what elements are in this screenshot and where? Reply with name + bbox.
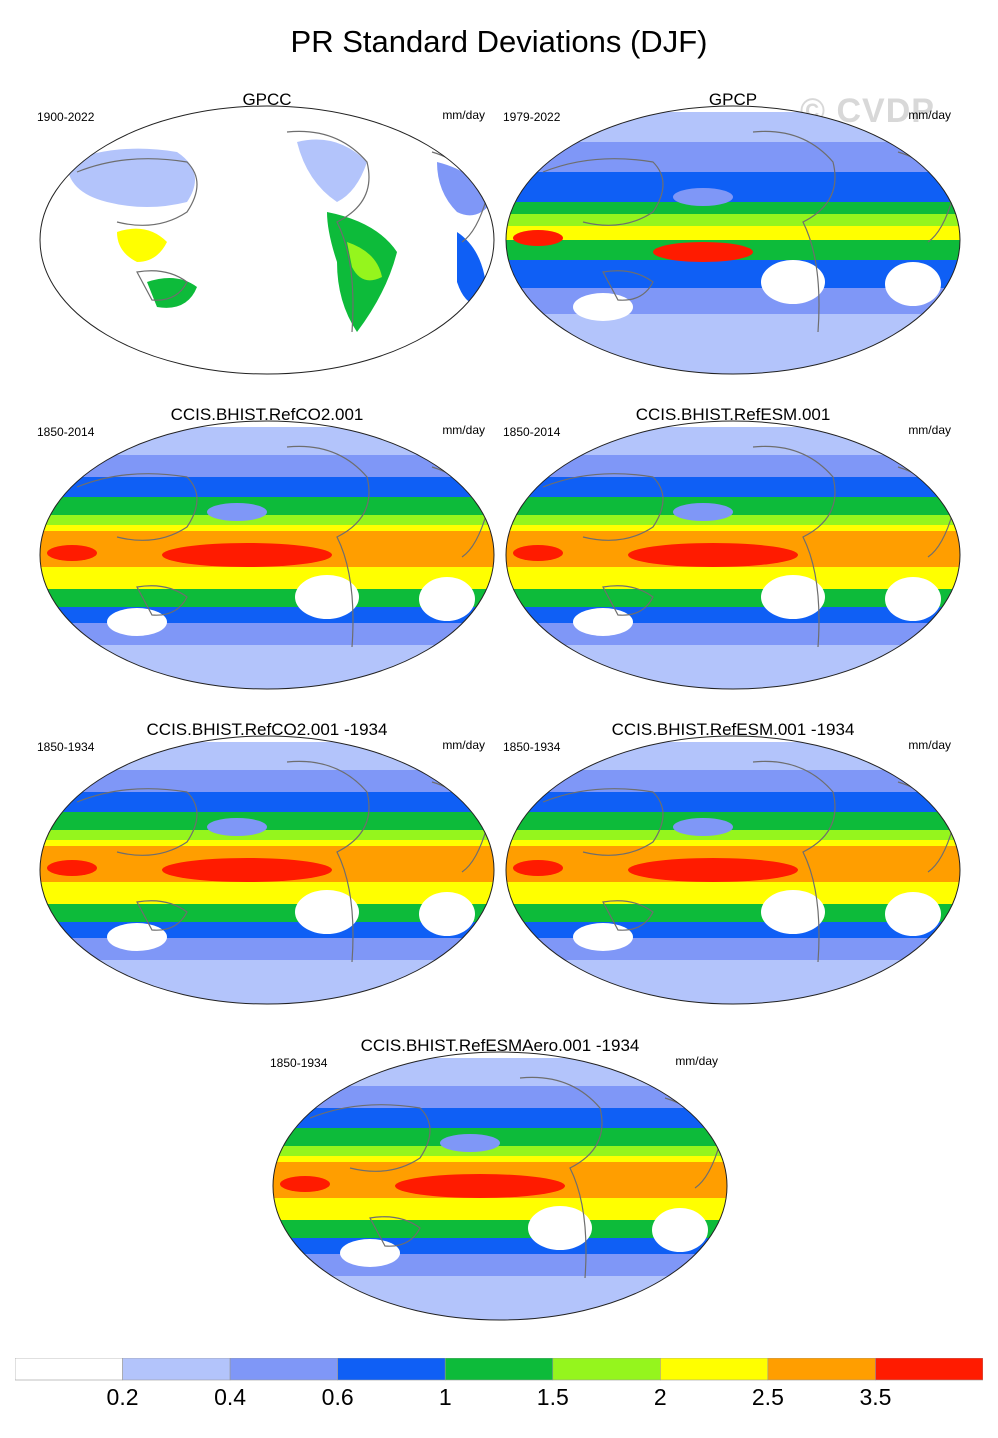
map-refco2 [39, 420, 495, 690]
colorbar-tick-label: 2 [653, 1384, 667, 1410]
panel-title: CCIS.BHIST.RefCO2.001 [170, 405, 364, 424]
panel-refco2-1934: CCIS.BHIST.RefCO2.001 -1934 1850-1934 mm… [37, 720, 497, 1020]
panel-refesmaero-1934: CCIS.BHIST.RefESMAero.001 -1934 1850-193… [270, 1036, 730, 1336]
panel-refco2: CCIS.BHIST.RefCO2.001 1850-2014 mm/day [37, 405, 497, 705]
map-gpcc [39, 105, 495, 375]
panel-gpcp: GPCP 1979-2022 mm/day [503, 90, 963, 390]
panel-title: CCIS.BHIST.RefCO2.001 -1934 [146, 720, 388, 739]
panel-units: mm/day [442, 738, 485, 752]
colorbar-swatch [122, 1358, 231, 1381]
colorbar-swatch [444, 1358, 554, 1381]
panel-period: 1979-2022 [503, 110, 561, 124]
map-refesm [505, 420, 961, 690]
colorbar-tick-label: 1.5 [536, 1384, 569, 1410]
colorbar-tick-label: 3.5 [859, 1384, 892, 1410]
colorbar-swatch [552, 1358, 661, 1381]
colorbar-swatch [660, 1358, 769, 1381]
colorbar-tick-label: 0.4 [214, 1384, 247, 1410]
panel-period: 1850-2014 [37, 425, 95, 439]
colorbar-swatch [229, 1358, 338, 1381]
colorbar-swatch [875, 1358, 983, 1381]
colorbar-swatch [337, 1358, 446, 1381]
panel-gpcc: GPCC 1900-2022 mm/day [37, 90, 497, 390]
map-refesmaero-1934 [272, 1051, 728, 1321]
map-gpcp [505, 105, 961, 375]
panel-period: 1900-2022 [37, 110, 95, 124]
panel-units: mm/day [442, 108, 485, 122]
panel-refesm-1934: CCIS.BHIST.RefESM.001 -1934 1850-1934 mm… [503, 720, 963, 1020]
colorbar-tick-label: 0.2 [106, 1384, 139, 1410]
panel-title: CCIS.BHIST.RefESM.001 [635, 405, 831, 424]
figure-title: PR Standard Deviations (DJF) [290, 24, 708, 59]
colorbar-tick-label: 2.5 [751, 1384, 784, 1410]
map-refco2-1934 [39, 735, 495, 1005]
colorbar-tick-label: 0.6 [321, 1384, 354, 1410]
colorbar-tick-label: 1 [438, 1384, 452, 1410]
panel-title: GPCC [242, 90, 292, 109]
colorbar-swatch [767, 1358, 876, 1381]
panel-title: CCIS.BHIST.RefESM.001 -1934 [611, 720, 855, 739]
panel-units: mm/day [675, 1054, 718, 1068]
panel-units: mm/day [908, 108, 951, 122]
panel-period: 1850-2014 [503, 425, 561, 439]
colorbar [15, 1358, 983, 1381]
panel-period: 1850-1934 [270, 1056, 328, 1070]
panel-refesm: CCIS.BHIST.RefESM.001 1850-2014 mm/day [503, 405, 963, 705]
panel-title: CCIS.BHIST.RefESMAero.001 -1934 [360, 1036, 640, 1055]
panel-units: mm/day [908, 423, 951, 437]
map-refesm-1934 [505, 735, 961, 1005]
panel-units: mm/day [442, 423, 485, 437]
panel-units: mm/day [908, 738, 951, 752]
panel-period: 1850-1934 [37, 740, 95, 754]
colorbar-swatch [15, 1358, 123, 1381]
panel-title: GPCP [708, 90, 758, 109]
panel-period: 1850-1934 [503, 740, 561, 754]
